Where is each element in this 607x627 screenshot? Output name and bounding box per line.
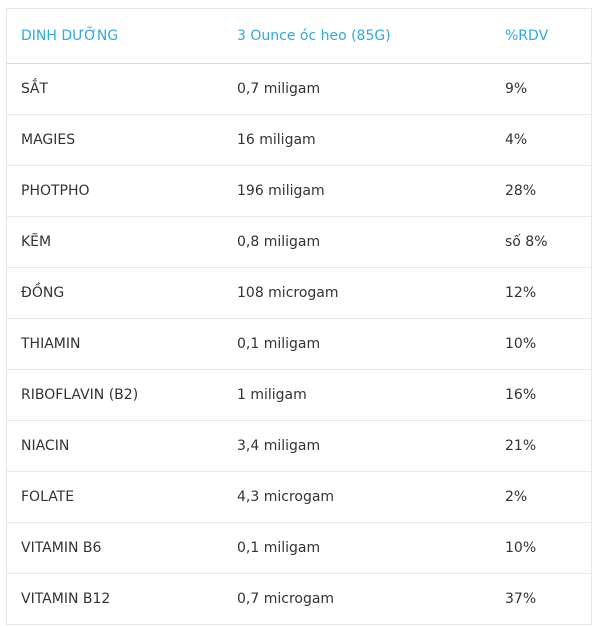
table-row: RIBOFLAVIN (B2) 1 miligam 16% <box>7 369 591 421</box>
amount-cell: 108 microgam <box>223 267 485 319</box>
table-row: KẼM 0,8 miligam số 8% <box>7 216 591 268</box>
amount-cell: 0,7 microgam <box>223 573 485 624</box>
amount-cell: 0,1 miligam <box>223 522 485 574</box>
table-header: DINH DƯỠNG 3 Ounce óc heo (85G) %RDV <box>7 9 591 64</box>
table-row: PHOTPHO 196 miligam 28% <box>7 165 591 217</box>
header-nutrient: DINH DƯỠNG <box>7 9 223 64</box>
nutrition-table-container: DINH DƯỠNG 3 Ounce óc heo (85G) %RDV SẮT… <box>6 8 592 625</box>
nutrient-cell: THIAMIN <box>7 318 223 370</box>
nutrient-cell: VITAMIN B12 <box>7 573 223 624</box>
rdv-cell: 4% <box>485 114 591 166</box>
rdv-cell: 10% <box>485 522 591 574</box>
header-amount: 3 Ounce óc heo (85G) <box>223 9 485 64</box>
nutrient-cell: VITAMIN B6 <box>7 522 223 574</box>
table-row: SẮT 0,7 miligam 9% <box>7 64 591 115</box>
amount-cell: 1 miligam <box>223 369 485 421</box>
amount-cell: 0,7 miligam <box>237 81 321 97</box>
nutrient-cell: ĐỒNG <box>7 267 223 319</box>
table-row: MAGIES 16 miligam 4% <box>7 114 591 166</box>
table-body: SẮT 0,7 miligam 9% MAGIES 16 miligam 4% … <box>7 64 591 624</box>
table-row: ĐỒNG 108 microgam 12% <box>7 267 591 319</box>
nutrient-cell: MAGIES <box>7 114 223 166</box>
amount-cell: 16 miligam <box>223 114 485 166</box>
rdv-cell: 12% <box>485 267 591 319</box>
amount-cell: 0,8 miligam <box>223 216 485 268</box>
header-row: DINH DƯỠNG 3 Ounce óc heo (85G) %RDV <box>7 9 591 64</box>
table-row: NIACIN 3,4 miligam 21% <box>7 420 591 472</box>
table-row: THIAMIN 0,1 miligam 10% <box>7 318 591 370</box>
table-row: FOLATE 4,3 microgam 2% <box>7 471 591 523</box>
rdv-cell: 21% <box>485 420 591 472</box>
table-row: VITAMIN B12 0,7 microgam 37% <box>7 573 591 624</box>
rdv-cell: 37% <box>485 573 591 624</box>
rdv-cell: 16% <box>485 369 591 421</box>
nutrient-cell: PHOTPHO <box>7 165 223 217</box>
amount-cell: 196 miligam <box>223 165 485 217</box>
amount-cell: 3,4 miligam <box>223 420 485 472</box>
rdv-cell: 10% <box>485 318 591 370</box>
nutrition-table: DINH DƯỠNG 3 Ounce óc heo (85G) %RDV SẮT… <box>7 9 591 624</box>
table-row: VITAMIN B6 0,1 miligam 10% <box>7 522 591 574</box>
nutrient-cell: RIBOFLAVIN (B2) <box>7 369 223 421</box>
nutrient-cell: KẼM <box>7 216 223 268</box>
rdv-cell: 28% <box>485 165 591 217</box>
rdv-cell: 2% <box>485 471 591 523</box>
amount-cell: 4,3 microgam <box>223 471 485 523</box>
header-rdv: %RDV <box>485 9 591 64</box>
rdv-cell: 9% <box>505 81 528 97</box>
nutrient-cell: FOLATE <box>7 471 223 523</box>
amount-cell: 0,1 miligam <box>223 318 485 370</box>
nutrient-cell: NIACIN <box>7 420 223 472</box>
nutrient-cell: SẮT <box>21 81 49 97</box>
rdv-cell: số 8% <box>485 216 591 268</box>
